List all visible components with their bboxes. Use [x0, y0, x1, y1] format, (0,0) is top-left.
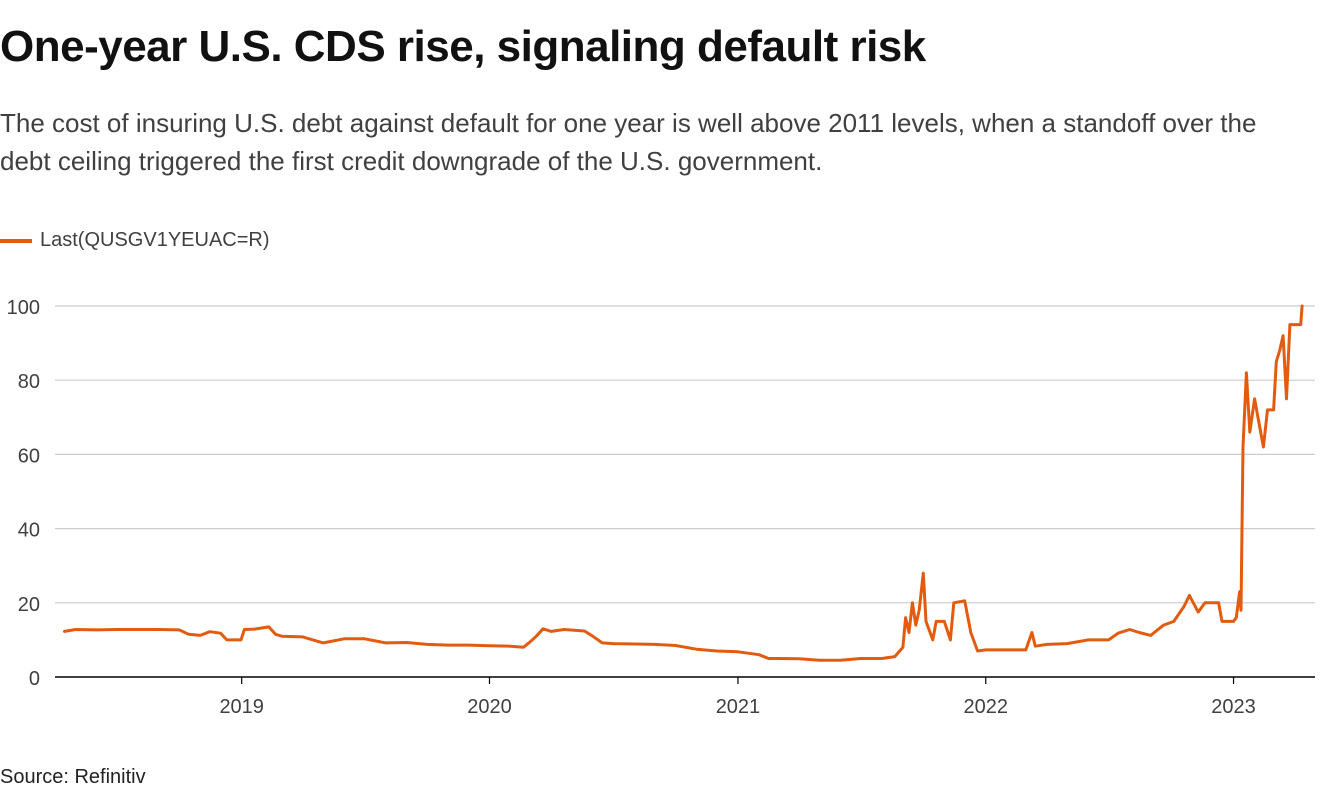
legend: Last(QUSGV1YEUAC=R) — [0, 229, 270, 252]
gridlines — [55, 305, 1315, 604]
x-tick-label-2022: 2022 — [963, 696, 1008, 718]
y-tick-label-20: 20 — [18, 594, 40, 616]
legend-swatch — [0, 238, 32, 243]
y-tick-label-80: 80 — [18, 371, 40, 393]
y-tick-label-60: 60 — [18, 445, 40, 467]
chart-title: One-year U.S. CDS rise, signaling defaul… — [0, 22, 926, 71]
source-note: Source: Refinitiv — [0, 766, 146, 788]
x-tick-label-2021: 2021 — [716, 696, 761, 718]
y-axis-labels: 0 20 40 60 80 100 — [7, 297, 40, 690]
y-tick-label-0: 0 — [29, 668, 40, 690]
line-chart: 0 20 40 60 80 100 2019 2020 2021 2022 2023 — [7, 297, 1315, 718]
series-line-0 — [63, 304, 1304, 662]
y-tick-label-100: 100 — [7, 297, 40, 319]
chart-subtitle: The cost of insuring U.S. debt against d… — [0, 108, 1257, 176]
x-tick-label-2020: 2020 — [467, 696, 512, 718]
x-tick-label-2023: 2023 — [1211, 696, 1256, 718]
y-tick-label-40: 40 — [18, 520, 40, 542]
series-layer — [63, 304, 1304, 662]
legend-label: Last(QUSGV1YEUAC=R) — [40, 229, 270, 251]
x-axis: 2019 2020 2021 2022 2023 — [55, 676, 1315, 718]
x-tick-label-2019: 2019 — [219, 696, 264, 718]
